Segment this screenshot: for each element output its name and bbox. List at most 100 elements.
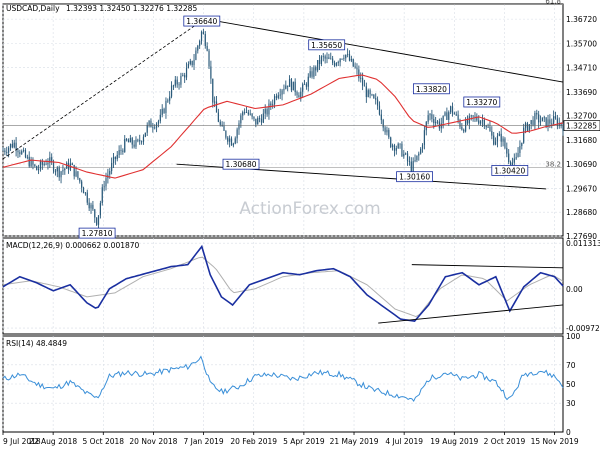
candle-body: [79, 178, 81, 182]
candle-body: [185, 67, 188, 78]
candle-body: [549, 119, 551, 124]
candle-body: [266, 109, 268, 115]
candle-body: [292, 81, 294, 91]
candle-body: [500, 133, 502, 142]
price-annotation-label: 1.36640: [186, 17, 217, 26]
candle-body: [172, 85, 175, 87]
candle-body: [103, 186, 105, 188]
candle-body: [84, 192, 87, 194]
candle-body: [356, 67, 358, 70]
macd-axis-tick-label: 0.00: [566, 285, 583, 294]
candle-body: [483, 119, 485, 126]
candle-body: [393, 145, 396, 151]
candle-body: [470, 115, 472, 117]
candle-body: [223, 126, 225, 131]
candle-body: [154, 127, 156, 129]
candle-body: [4, 150, 6, 153]
candle-body: [19, 152, 21, 154]
candle-body: [455, 114, 457, 116]
candle-body: [101, 187, 103, 204]
candle-body: [560, 122, 562, 126]
candle-body: [290, 79, 293, 91]
price-annotation-box: [491, 165, 529, 176]
candle-body: [515, 157, 517, 159]
candle-body: [326, 57, 328, 59]
candle-body: [541, 117, 543, 122]
candle-body: [384, 127, 386, 133]
candle-body: [431, 114, 433, 120]
candle-body: [489, 126, 491, 132]
candle-body: [180, 75, 182, 85]
candle-body: [324, 56, 326, 59]
candle-body: [429, 114, 431, 116]
candle-body: [129, 138, 131, 143]
candle-body: [244, 112, 246, 113]
candle-body: [283, 88, 285, 91]
rsi-axis-tick-label: 30: [566, 399, 576, 408]
price-axis-tick-label: 1.33690: [566, 88, 597, 97]
macd-lower-trendline: [378, 304, 564, 324]
candle-body: [133, 144, 135, 147]
candle-body: [234, 138, 236, 144]
candle-body: [487, 126, 489, 128]
candle-body: [126, 138, 128, 141]
candle-body: [543, 117, 545, 119]
candle-body: [64, 168, 66, 171]
candle-body: [148, 120, 150, 126]
candle-body: [318, 60, 321, 65]
candle-body: [184, 75, 186, 78]
candle-body: [530, 120, 532, 125]
candle-body: [350, 58, 352, 61]
candle-body: [135, 139, 137, 147]
candle-body: [360, 77, 362, 79]
price-annotation-label: 1.33820: [416, 85, 447, 94]
candle-body: [212, 78, 214, 103]
candle-body: [382, 120, 384, 128]
macd-signal-line: [2, 256, 564, 318]
rsi-axis-tick-label: 70: [566, 361, 576, 370]
x-axis-tick-label: 20 Nov 2018: [129, 437, 177, 446]
candle-body: [369, 90, 371, 95]
x-axis-tick-label: 21 May 2019: [330, 437, 379, 446]
candle-body: [300, 91, 302, 98]
candle-body: [109, 171, 111, 175]
candle-body: [453, 113, 455, 115]
candle-body: [558, 122, 560, 127]
candle-body: [227, 137, 229, 142]
macd-upper-trendline: [411, 264, 564, 269]
candle-body: [255, 118, 257, 125]
candle-body: [427, 115, 429, 122]
candle-body: [208, 50, 210, 67]
candle-body: [420, 148, 422, 154]
candle-body: [401, 143, 403, 157]
candle-body: [509, 162, 512, 167]
price-chart-title: USDCAD,Daily: [6, 4, 60, 13]
last-price-label: 1.32285: [566, 122, 597, 131]
candle-body: [120, 150, 122, 151]
candle-body: [272, 104, 274, 106]
candle-body: [122, 150, 124, 152]
candle-body: [463, 129, 465, 132]
macd-axis-tick-label: -0.009729: [566, 324, 600, 333]
candle-body: [358, 69, 360, 79]
x-axis-tick-label: 15 Nov 2019: [531, 437, 579, 446]
candle-body: [504, 138, 506, 148]
candle-body: [472, 115, 474, 117]
candle-body: [496, 135, 499, 142]
candle-body: [253, 116, 255, 119]
candle-body: [21, 151, 23, 154]
candle-body: [347, 54, 349, 55]
x-axis-tick-label: 5 Apr 2019: [283, 437, 325, 446]
candle-body: [539, 121, 542, 123]
candle-body: [260, 118, 263, 123]
candle-body: [523, 127, 525, 143]
candle-body: [150, 120, 152, 128]
candle-body: [273, 96, 276, 105]
candle-body: [395, 148, 397, 151]
candle-body: [193, 59, 195, 66]
price-annotation-label: 1.27810: [82, 229, 113, 238]
watermark-text: ActionForex.com: [239, 199, 380, 219]
candle-body: [137, 139, 139, 141]
candle-body: [127, 140, 130, 143]
price-axis-tick-label: 1.31680: [566, 136, 597, 145]
